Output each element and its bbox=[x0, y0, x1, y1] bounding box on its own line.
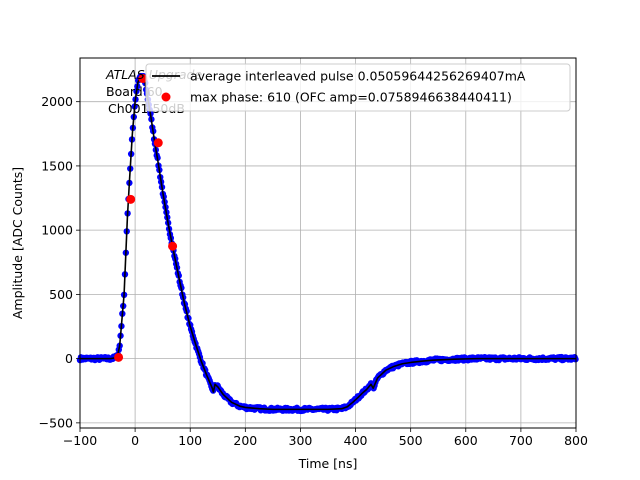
y-tick-label: −500 bbox=[39, 415, 73, 430]
legend-box bbox=[145, 63, 571, 112]
max-phase-point bbox=[168, 241, 178, 251]
max-phase-point bbox=[126, 194, 136, 204]
y-axis-label: Amplitude [ADC Counts] bbox=[10, 167, 25, 319]
x-axis-label: Time [ns] bbox=[298, 456, 358, 471]
series-pulse-line bbox=[80, 75, 576, 411]
y-tick-label: 2000 bbox=[41, 94, 73, 109]
y-tick-label: 1500 bbox=[41, 158, 73, 173]
legend-dot-marker bbox=[161, 92, 171, 102]
max-phase-point bbox=[114, 352, 124, 362]
x-tick-label: 600 bbox=[454, 433, 478, 448]
legend-label-pulse: average interleaved pulse 0.050596442562… bbox=[190, 69, 526, 84]
axis-ticks: −100 0 100 200 300 400 500 600 700 800 −500 0 500 100… bbox=[39, 94, 588, 448]
x-tick-label: −100 bbox=[63, 433, 97, 448]
series-max-phase bbox=[114, 74, 178, 362]
x-tick-label: 300 bbox=[289, 433, 313, 448]
x-tick-label: 100 bbox=[178, 433, 202, 448]
x-tick-label: 200 bbox=[233, 433, 257, 448]
y-tick-label: 500 bbox=[49, 287, 73, 302]
y-tick-label: 0 bbox=[65, 351, 73, 366]
x-tick-label: 400 bbox=[344, 433, 368, 448]
axes-frame bbox=[79, 57, 577, 429]
max-phase-point bbox=[153, 138, 163, 148]
legend: average interleaved pulse 0.050596442562… bbox=[145, 63, 571, 112]
legend-label-max-phase: max phase: 610 (OFC amp=0.07589466384404… bbox=[190, 90, 512, 105]
y-tick-label: 1000 bbox=[41, 223, 73, 238]
x-tick-label: 700 bbox=[509, 433, 533, 448]
x-tick-label: 800 bbox=[564, 433, 588, 448]
max-phase-point bbox=[138, 74, 148, 84]
x-tick-label: 500 bbox=[399, 433, 423, 448]
x-tick-label: 0 bbox=[131, 433, 139, 448]
